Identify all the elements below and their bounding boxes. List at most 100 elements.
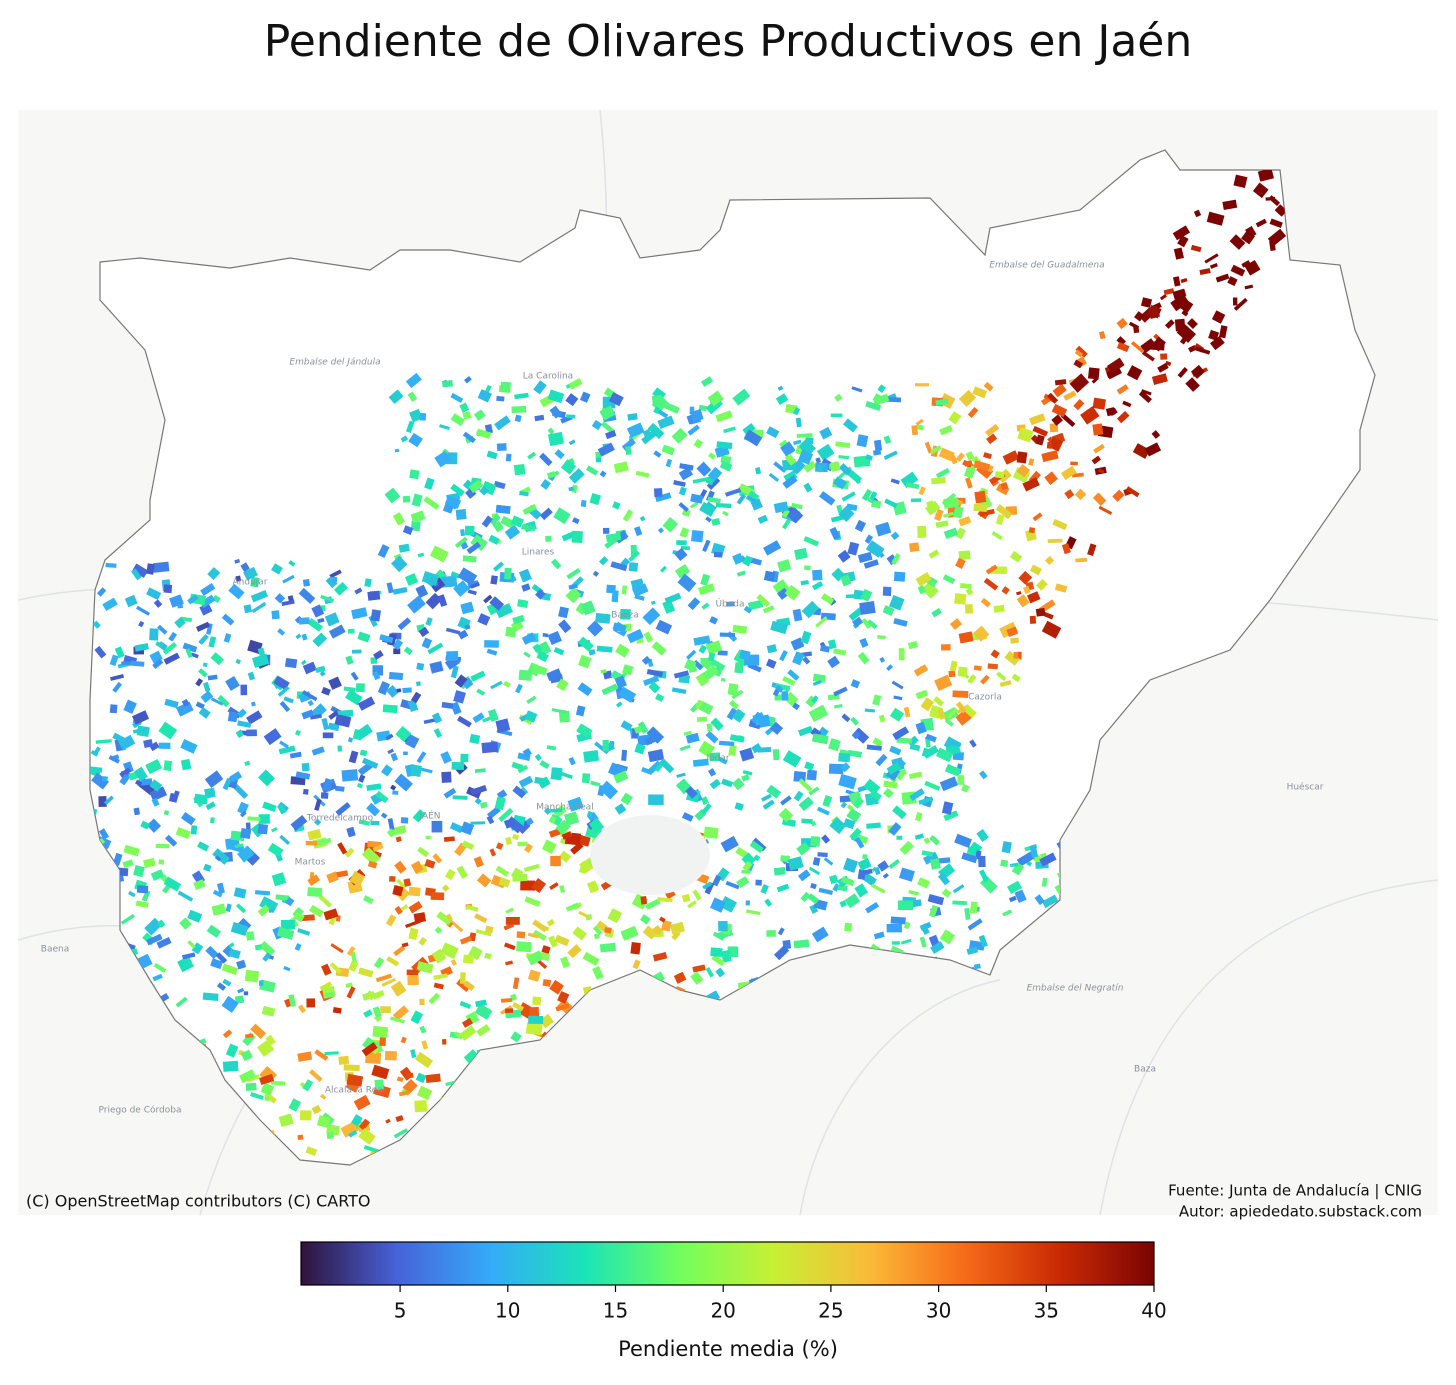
- parcel: [135, 779, 143, 787]
- parcel: [688, 665, 698, 673]
- parcel: [571, 484, 578, 494]
- parcel: [529, 1006, 540, 1019]
- parcel: [200, 690, 214, 703]
- parcel: [361, 757, 379, 769]
- parcel: [705, 730, 719, 744]
- parcel: [346, 1073, 364, 1087]
- parcel: [400, 435, 409, 443]
- parcel: [782, 676, 796, 686]
- parcel: [614, 803, 627, 815]
- parcel: [311, 746, 325, 756]
- parcel: [307, 828, 322, 841]
- parcel: [661, 444, 675, 456]
- parcel: [250, 1023, 267, 1040]
- parcel: [472, 712, 485, 723]
- parcel: [854, 836, 865, 849]
- parcel: [762, 605, 775, 614]
- parcel: [271, 872, 287, 887]
- parcel: [757, 714, 771, 728]
- parcel: [763, 570, 776, 582]
- parcel: [653, 450, 662, 458]
- parcel: [568, 583, 578, 590]
- parcel: [496, 789, 508, 800]
- parcel: [191, 942, 204, 955]
- parcel: [328, 676, 342, 690]
- colorbar-tick-label: 25: [818, 1299, 843, 1323]
- parcel: [180, 811, 196, 826]
- parcel: [943, 511, 954, 518]
- parcel: [827, 639, 837, 650]
- parcel: [486, 450, 498, 460]
- parcel: [964, 907, 971, 920]
- parcel: [939, 776, 959, 792]
- parcel: [639, 914, 651, 925]
- parcel: [716, 441, 733, 450]
- parcel: [294, 615, 303, 624]
- parcel: [801, 838, 817, 848]
- parcel: [163, 584, 173, 594]
- parcel: [250, 1092, 264, 1101]
- parcel: [457, 567, 478, 586]
- parcel: [879, 656, 886, 663]
- parcel: [777, 385, 784, 391]
- parcel: [416, 961, 434, 974]
- parcel: [328, 710, 340, 720]
- parcel: [425, 1073, 441, 1084]
- parcel: [793, 771, 807, 783]
- parcel: [348, 960, 359, 972]
- place-label: Embalse del Negratín: [1027, 984, 1124, 994]
- parcel: [856, 434, 869, 448]
- parcel: [476, 873, 492, 888]
- parcel: [268, 908, 275, 913]
- parcel: [302, 661, 317, 675]
- parcel: [547, 808, 563, 813]
- parcel: [646, 668, 664, 677]
- parcel: [375, 973, 392, 983]
- parcel: [386, 956, 400, 967]
- parcel: [504, 1008, 514, 1014]
- parcel: [966, 946, 979, 955]
- parcel: [877, 634, 886, 640]
- parcel: [410, 520, 421, 532]
- parcel: [433, 728, 443, 739]
- parcel: [437, 594, 448, 607]
- parcel: [410, 510, 426, 524]
- parcel: [1211, 310, 1226, 324]
- parcel: [109, 704, 118, 714]
- parcel: [370, 820, 380, 826]
- parcel: [157, 624, 168, 635]
- parcel: [193, 793, 208, 805]
- parcel: [237, 987, 245, 994]
- parcel: [732, 708, 746, 723]
- parcel: [314, 798, 322, 811]
- parcel: [812, 673, 826, 683]
- parcel: [798, 778, 813, 792]
- parcel: [967, 674, 977, 685]
- parcel: [146, 933, 163, 946]
- parcel: [322, 777, 334, 792]
- parcel: [777, 587, 790, 600]
- parcel: [937, 872, 950, 886]
- parcel: [534, 414, 545, 422]
- colorbar: [300, 1241, 1155, 1286]
- parcel: [153, 962, 167, 973]
- parcel: [719, 895, 737, 913]
- parcel: [693, 438, 704, 449]
- parcel: [622, 509, 634, 522]
- parcel: [846, 808, 862, 823]
- parcel: [753, 854, 761, 862]
- parcel: [1029, 413, 1046, 426]
- parcel: [367, 860, 378, 869]
- parcel: [126, 943, 136, 950]
- parcel: [123, 844, 140, 857]
- parcel: [279, 834, 291, 846]
- parcel: [179, 917, 192, 930]
- parcel: [637, 721, 649, 734]
- parcel: [578, 654, 592, 669]
- parcel: [162, 642, 177, 655]
- parcel: [540, 479, 551, 490]
- parcel: [522, 747, 532, 758]
- parcel: [295, 633, 302, 640]
- parcel: [314, 818, 322, 826]
- parcel: [334, 714, 352, 728]
